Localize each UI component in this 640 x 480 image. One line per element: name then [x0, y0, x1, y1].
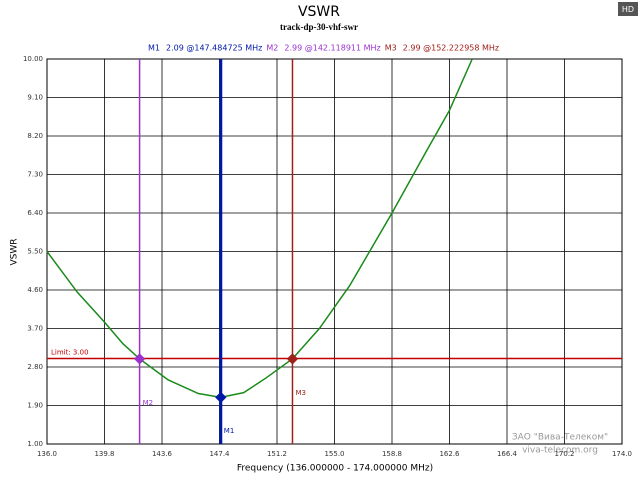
- badge-bg: [618, 2, 638, 16]
- watermark: ЗАО "Вива-Телеком": [512, 433, 608, 443]
- x-tick-label: 151.2: [267, 450, 287, 458]
- header-marker-name: M3: [385, 44, 397, 53]
- y-tick-label: 8.20: [27, 132, 43, 140]
- marker-name: M1: [224, 427, 235, 435]
- y-tick-label: 10.00: [23, 55, 43, 63]
- x-tick-label: 162.6: [439, 450, 460, 458]
- x-tick-label: 139.8: [94, 450, 114, 458]
- chart-title: VSWR: [298, 4, 340, 20]
- header-marker-label: 2.99 @152.222958 MHz: [403, 44, 499, 53]
- y-tick-label: 9.10: [27, 94, 43, 102]
- y-tick-label: 4.60: [27, 286, 43, 294]
- marker-point: [215, 391, 227, 404]
- y-tick-label: 2.80: [27, 363, 43, 371]
- vswr-line: [46, 58, 473, 399]
- x-tick-label: 136.0: [37, 450, 57, 458]
- badge: HD: [622, 5, 634, 14]
- marker-name: M2: [143, 399, 154, 407]
- y-tick-label: 1.00: [27, 440, 43, 448]
- y-tick-label: 6.40: [27, 209, 43, 217]
- y-tick-label: 7.30: [27, 171, 43, 179]
- y-tick-label: 1.90: [27, 402, 43, 410]
- marker-name: M3: [295, 389, 306, 397]
- x-tick-label: 143.6: [152, 450, 173, 458]
- x-tick-label: 166.4: [497, 450, 518, 458]
- limit-label: Limit: 3.00: [51, 348, 89, 356]
- y-axis-label: VSWR: [10, 238, 20, 265]
- x-tick-label: 158.8: [382, 450, 402, 458]
- header-marker-name: M1: [148, 44, 160, 53]
- marker-point: [286, 353, 299, 365]
- header-marker-label: 2.09 @147.484725 MHz: [166, 44, 262, 53]
- x-tick-label: 147.4: [209, 450, 230, 458]
- x-tick-label: 170.2: [554, 450, 574, 458]
- y-tick-label: 3.70: [27, 325, 43, 333]
- x-tick-label: 174.0: [612, 450, 632, 458]
- header-marker-name: M2: [266, 44, 278, 53]
- y-tick-label: 5.50: [27, 248, 43, 256]
- chart-subtitle: track-dp-30-vhf-swr: [280, 22, 358, 32]
- header-marker-label: 2.99 @142.118911 MHz: [284, 44, 380, 53]
- x-axis-label: Frequency (136.000000 - 174.000000 MHz): [237, 464, 433, 474]
- marker-point: [133, 353, 146, 365]
- x-tick-label: 155.0: [324, 450, 344, 458]
- watermark: viva-telecom.org: [522, 446, 598, 456]
